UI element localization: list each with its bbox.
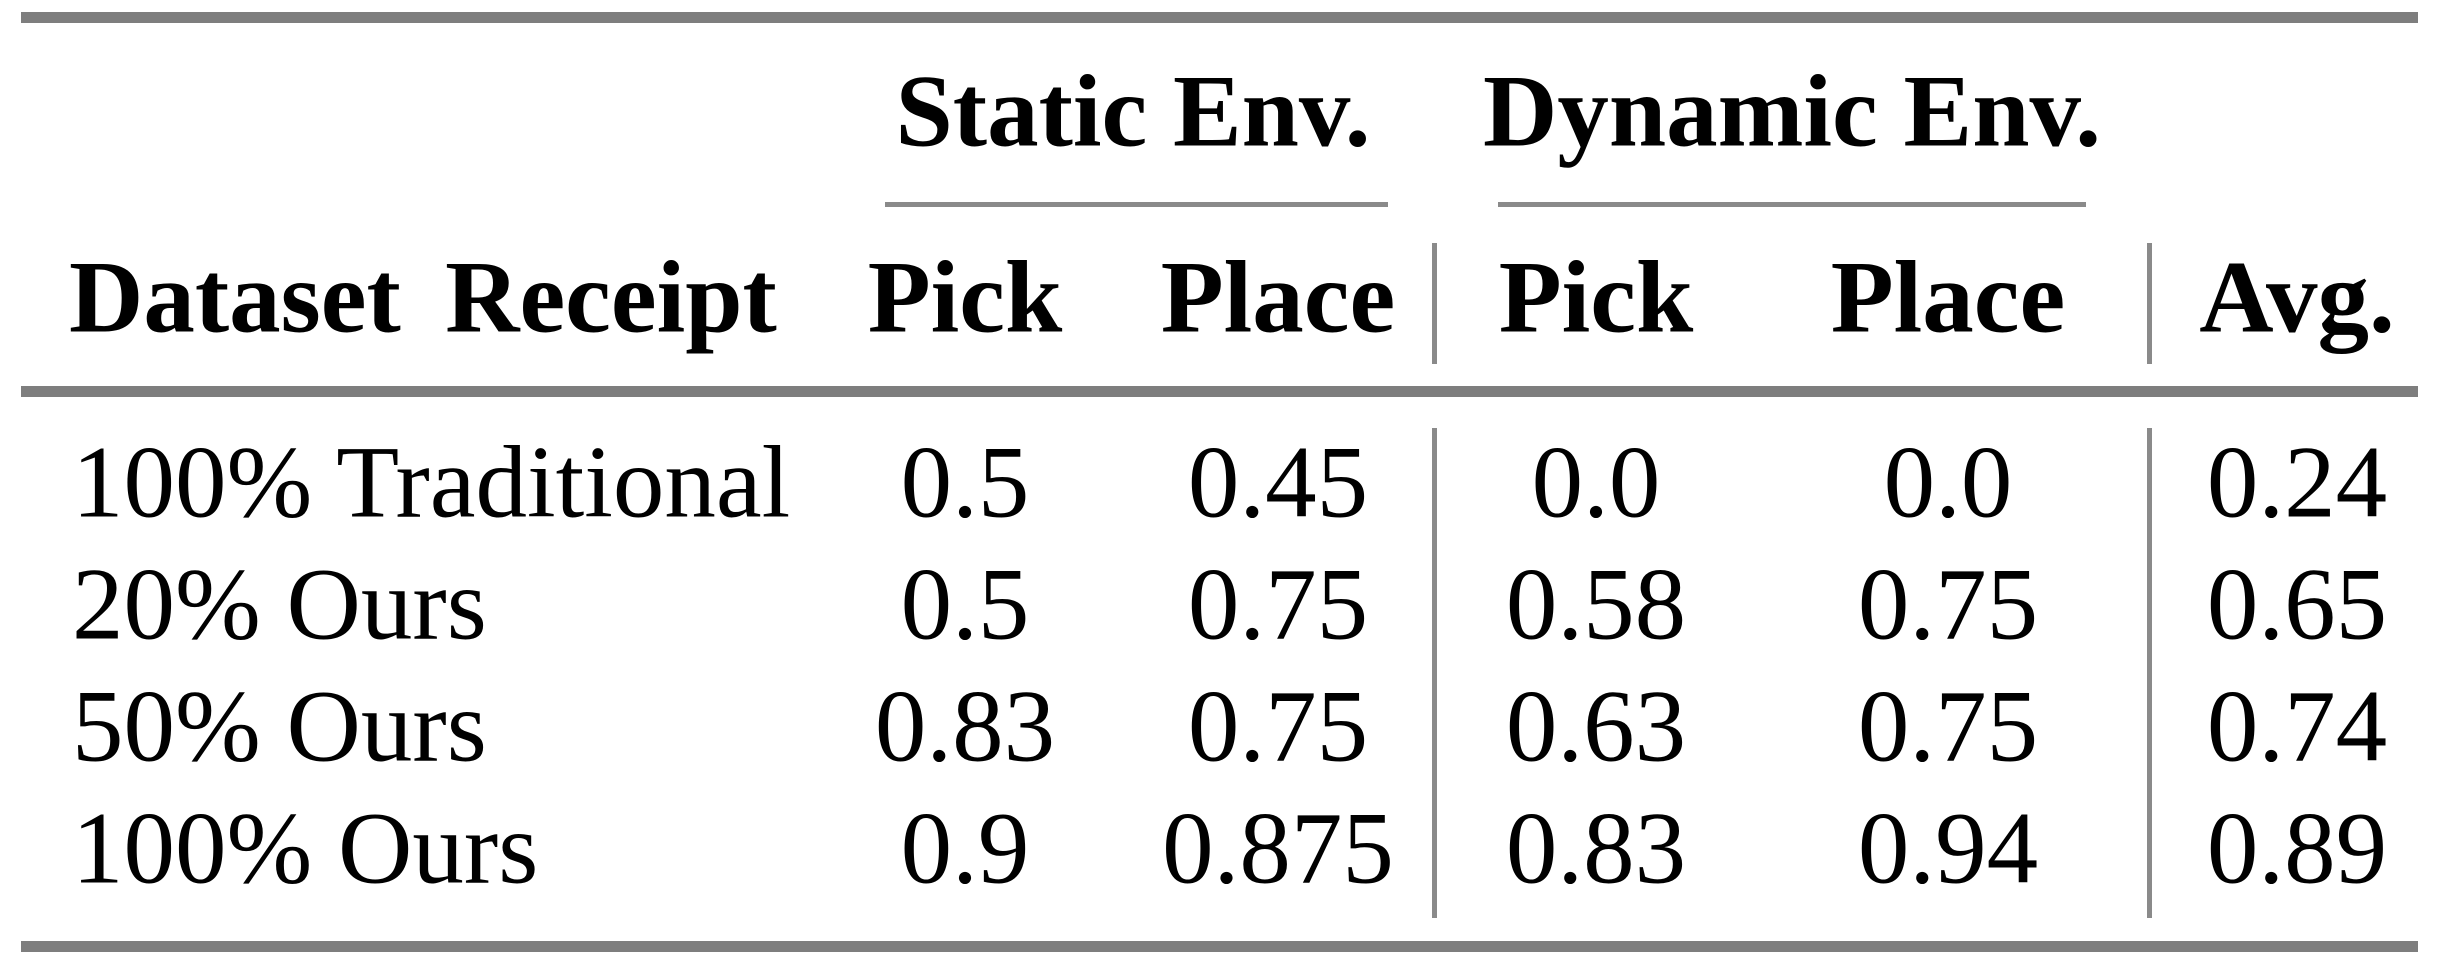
cell-dynamic-pick: 0.63 xyxy=(1505,669,1687,784)
cell-dynamic-place: 0.0 xyxy=(1883,425,2013,540)
vertical-separator-static-dynamic-header xyxy=(1432,243,1437,364)
row-label: 50% Ours xyxy=(72,669,487,784)
cell-avg: 0.24 xyxy=(2206,425,2388,540)
cell-static-place: 0.75 xyxy=(1187,669,1369,784)
cell-dynamic-pick: 0.83 xyxy=(1505,791,1687,906)
column-group-static-env: Static Env. xyxy=(895,54,1371,169)
cell-static-pick: 0.83 xyxy=(874,669,1056,784)
cell-static-pick: 0.5 xyxy=(900,547,1030,662)
cell-avg: 0.65 xyxy=(2206,547,2388,662)
column-header-static-place: Place xyxy=(1160,240,1396,355)
column-header-avg: Avg. xyxy=(2199,240,2395,355)
cell-dynamic-place: 0.75 xyxy=(1857,547,2039,662)
vertical-separator-dynamic-avg-header xyxy=(2147,243,2152,364)
column-group-dynamic-env: Dynamic Env. xyxy=(1482,54,2102,169)
cmidrule-dynamic-env xyxy=(1498,202,2086,207)
cell-static-pick: 0.5 xyxy=(900,425,1030,540)
cell-dynamic-place: 0.94 xyxy=(1857,791,2039,906)
table-bottom-rule xyxy=(21,941,2418,952)
row-label: 100% Ours xyxy=(72,791,539,906)
column-header-dataset-receipt: Dataset Receipt xyxy=(69,240,777,355)
table-header-rule xyxy=(21,386,2418,397)
column-header-dynamic-place: Place xyxy=(1830,240,2066,355)
column-header-dynamic-pick: Pick xyxy=(1498,240,1694,355)
cell-static-place: 0.875 xyxy=(1162,791,1394,906)
cell-avg: 0.89 xyxy=(2206,791,2388,906)
cell-static-pick: 0.9 xyxy=(900,791,1030,906)
cell-dynamic-pick: 0.0 xyxy=(1531,425,1661,540)
table-top-rule xyxy=(21,12,2418,23)
cell-static-place: 0.75 xyxy=(1187,547,1369,662)
row-label: 100% Traditional xyxy=(72,425,791,540)
row-label: 20% Ours xyxy=(72,547,487,662)
cmidrule-static-env xyxy=(885,202,1388,207)
vertical-separator-static-dynamic-body xyxy=(1432,428,1437,918)
vertical-separator-dynamic-avg-body xyxy=(2147,428,2152,918)
cell-dynamic-place: 0.75 xyxy=(1857,669,2039,784)
cell-dynamic-pick: 0.58 xyxy=(1505,547,1687,662)
cell-static-place: 0.45 xyxy=(1187,425,1369,540)
column-header-static-pick: Pick xyxy=(867,240,1063,355)
cell-avg: 0.74 xyxy=(2206,669,2388,784)
